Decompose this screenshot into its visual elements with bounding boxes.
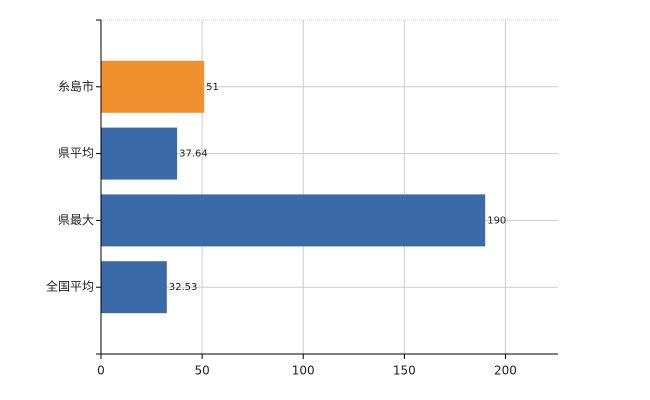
bar [101,194,486,247]
x-tick-label: 200 [494,364,517,378]
y-tick-label: 県平均 [58,146,94,160]
value-label: 51 [206,82,219,93]
x-tick-label: 150 [393,364,416,378]
value-label: 190 [487,215,506,226]
value-label: 32.53 [169,282,198,293]
x-tick-label: 50 [194,364,209,378]
x-tick-label: 0 [97,364,105,378]
bar [101,261,167,314]
value-label: 37.64 [179,149,208,160]
y-tick-label: 糸島市 [58,78,94,93]
y-tick-label: 県最大 [58,213,94,227]
y-tick-label: 全国平均 [46,279,94,294]
bar [101,127,178,180]
bar [101,60,205,113]
x-tick-label: 100 [292,364,315,378]
